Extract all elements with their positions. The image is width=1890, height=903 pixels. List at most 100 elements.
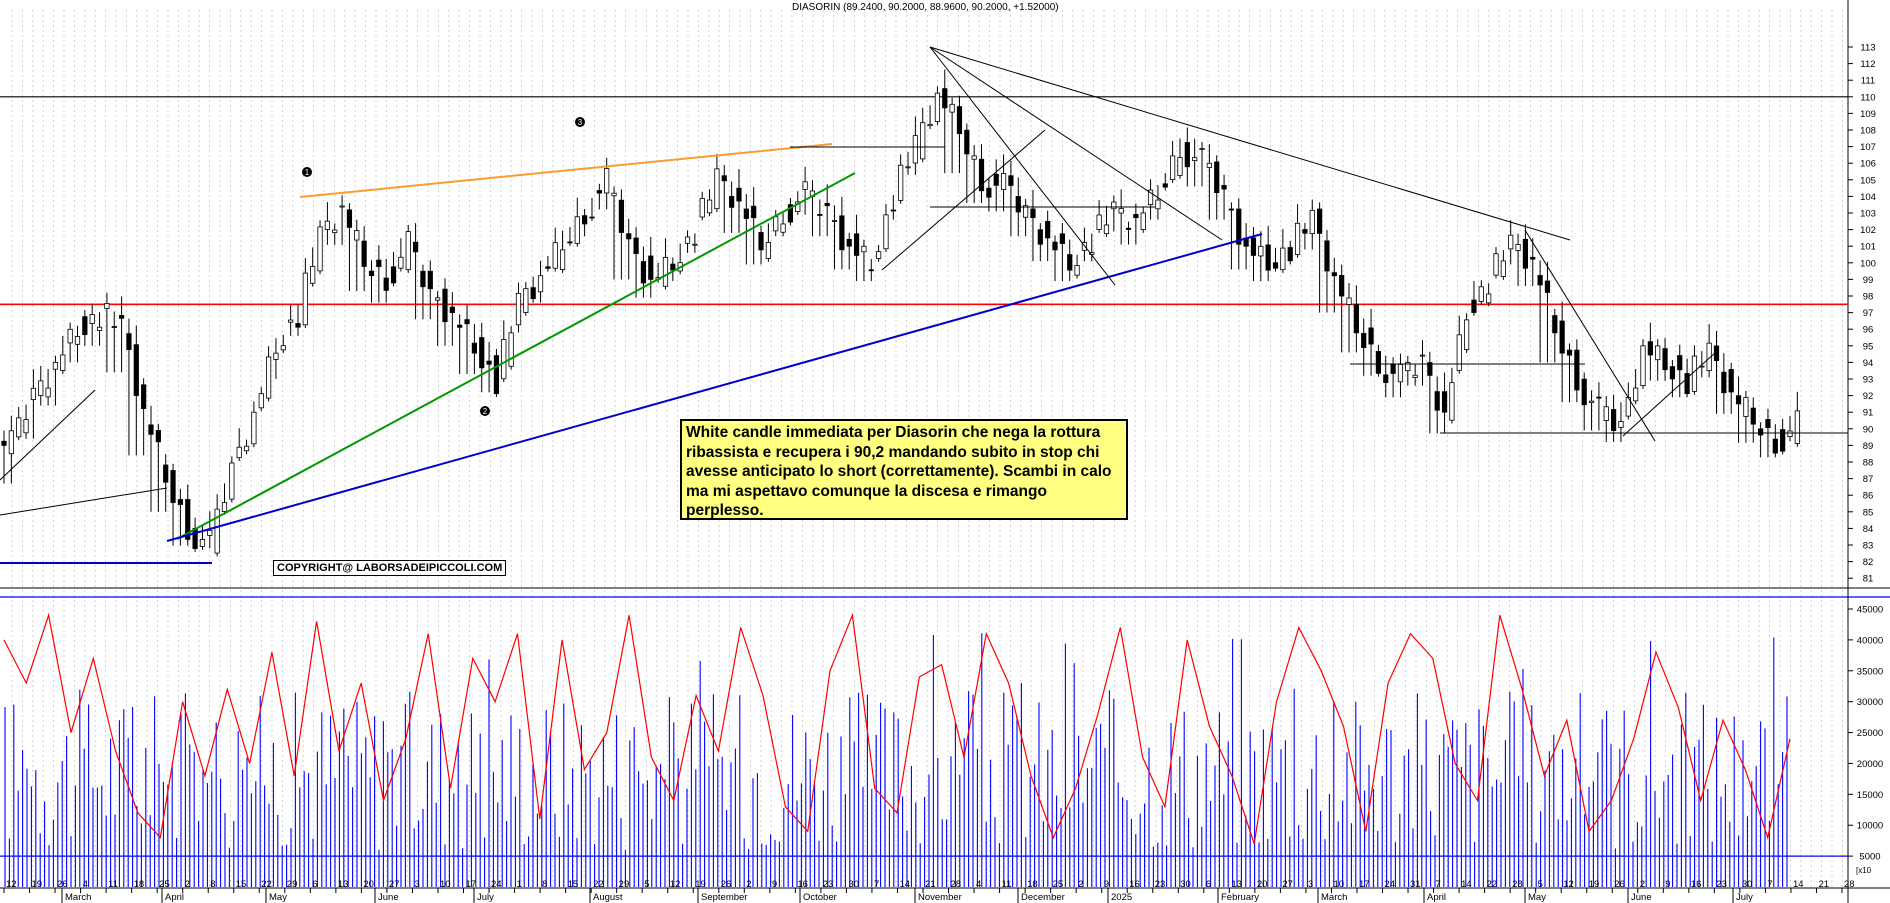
candle-body	[1522, 238, 1529, 269]
candle-body	[1037, 229, 1043, 245]
candle-body	[1530, 256, 1536, 260]
candles	[1, 69, 1800, 557]
candle-body	[1361, 333, 1367, 348]
candle-body	[16, 417, 22, 438]
candle-body	[1103, 224, 1110, 235]
price-tick-label: 91	[1863, 408, 1874, 419]
candle-body	[736, 187, 742, 202]
price-tick-label: 95	[1863, 341, 1874, 352]
candle-body	[758, 232, 764, 251]
date-tick-label: 25	[1053, 879, 1064, 890]
date-tick-label: 19	[32, 879, 43, 890]
candle-body	[185, 499, 191, 540]
candle-body	[1581, 378, 1587, 406]
candle-body	[1206, 162, 1212, 168]
candle-body	[1258, 245, 1264, 257]
month-label: 2025	[1111, 892, 1132, 903]
candle-body	[1647, 341, 1653, 356]
candle-body	[1177, 157, 1183, 176]
candle-body	[1147, 189, 1154, 206]
volume-tick-label: 35000	[1857, 666, 1883, 677]
month-label: March	[1321, 892, 1347, 903]
month-label: April	[165, 892, 184, 903]
date-tick-label: 30	[848, 879, 859, 890]
candle-body	[1250, 237, 1257, 256]
date-tick-label: 26	[57, 879, 68, 890]
candle-body	[96, 326, 103, 331]
candle-body	[280, 345, 286, 351]
candle-body	[1441, 391, 1448, 413]
candle-body	[626, 233, 632, 240]
price-tick-label: 97	[1863, 308, 1874, 319]
candle-body	[1544, 280, 1551, 293]
date-tick-label: 17	[466, 879, 477, 890]
axes: 8182838485868788899091929394959697989910…	[3, 43, 1883, 903]
candle-body	[1059, 233, 1065, 244]
candle-body	[192, 528, 198, 549]
date-tick-label: 26	[1614, 879, 1625, 890]
candle-body	[368, 270, 375, 277]
price-tick-label: 106	[1860, 159, 1876, 170]
date-tick-label: 13	[1231, 879, 1242, 890]
date-tick-label: 12	[6, 879, 17, 890]
date-tick-label: 27	[1282, 879, 1293, 890]
volume-panel	[0, 612, 1848, 887]
candle-body	[1677, 355, 1683, 371]
date-tick-label: 3	[414, 879, 419, 890]
month-label: February	[1221, 892, 1259, 903]
candle-body	[1331, 272, 1337, 277]
date-tick-label: 2	[1078, 879, 1083, 890]
month-label: June	[378, 892, 399, 903]
candle-body	[611, 192, 617, 197]
trend-line	[0, 487, 168, 516]
candle-body	[692, 243, 698, 246]
candle-body	[567, 241, 573, 244]
candle-body	[1397, 363, 1404, 383]
date-tick-label: 15	[236, 879, 247, 890]
date-tick-label: 16	[1691, 879, 1702, 890]
candle-body	[743, 208, 749, 219]
candle-body	[52, 361, 59, 370]
candle-body	[1, 440, 7, 446]
candle-body	[559, 249, 566, 271]
candle-body	[1111, 201, 1117, 210]
blue-trendline	[166, 233, 1263, 542]
candle-body	[927, 123, 933, 127]
candle-body	[721, 175, 727, 182]
wave-label: 2	[483, 407, 488, 416]
date-tick-label: 19	[1589, 879, 1600, 890]
candle-body	[839, 215, 845, 251]
labels: 1 2 3	[302, 117, 585, 416]
candle-body	[1574, 349, 1580, 391]
candle-body	[1611, 409, 1617, 431]
candle-body	[398, 256, 404, 269]
candle-body	[38, 380, 44, 396]
candle-body	[545, 266, 551, 269]
candle-body	[258, 393, 264, 409]
candle-body	[898, 164, 904, 201]
date-tick-label: 26	[721, 879, 732, 890]
date-tick-label: 4	[83, 879, 88, 890]
candle-body	[1456, 334, 1462, 371]
candle-body	[273, 352, 279, 360]
volume-tick-label: 40000	[1857, 635, 1883, 646]
candle-body	[1691, 355, 1698, 392]
candle-body	[876, 251, 882, 259]
candle-body	[1236, 208, 1242, 245]
candle-body	[435, 297, 441, 301]
price-tick-label: 86	[1863, 491, 1874, 502]
price-tick-label: 110	[1860, 92, 1875, 103]
candle-body	[1471, 299, 1477, 313]
date-tick-label: 22	[1487, 879, 1498, 890]
candle-body	[67, 328, 73, 344]
candle-body	[993, 173, 999, 186]
date-tick-label: 30	[1180, 879, 1191, 890]
candle-body	[221, 502, 228, 512]
fan-line	[929, 46, 1116, 286]
price-tick-label: 82	[1863, 557, 1874, 568]
candle-body	[251, 411, 257, 445]
candle-body	[214, 508, 220, 554]
date-tick-label: 24	[491, 879, 502, 890]
candle-body	[883, 214, 889, 250]
candle-body	[574, 216, 580, 244]
